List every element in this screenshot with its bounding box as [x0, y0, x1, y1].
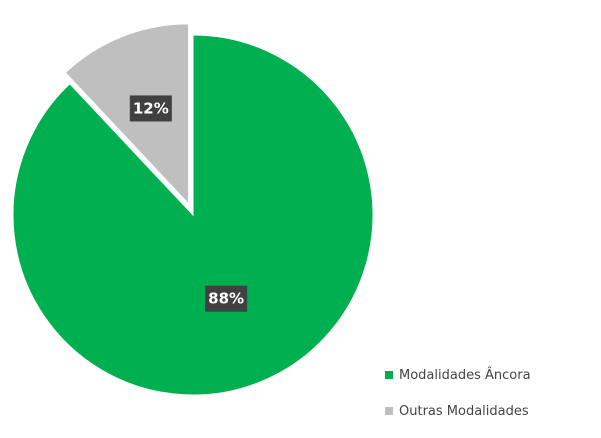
data-label-modalidades-ancora: 88%: [205, 285, 248, 312]
legend-swatch-modalidades-ancora: [385, 371, 393, 379]
pie-slices: [12, 23, 374, 396]
data-label-box: [205, 285, 248, 312]
data-label-text: 12%: [133, 99, 169, 117]
data-labels: 88% 12%: [129, 95, 248, 312]
legend: Modalidades Âncora Outras Modalidades: [385, 366, 531, 438]
pie-chart: 88% 12%: [12, 23, 374, 396]
legend-swatch-outras-modalidades: [385, 407, 393, 415]
legend-label-outras-modalidades: Outras Modalidades: [399, 403, 529, 419]
data-label-box: [129, 95, 172, 122]
legend-item-modalidades-ancora: Modalidades Âncora: [385, 366, 531, 384]
pie-slice-modalidades-ancora: [12, 34, 374, 396]
legend-label-modalidades-ancora: Modalidades Âncora: [399, 367, 531, 383]
data-label-outras-modalidades: 12%: [129, 95, 172, 122]
data-label-text: 88%: [208, 290, 244, 308]
pie-slice-outras-modalidades: [64, 23, 190, 206]
legend-item-outras-modalidades: Outras Modalidades: [385, 402, 531, 420]
